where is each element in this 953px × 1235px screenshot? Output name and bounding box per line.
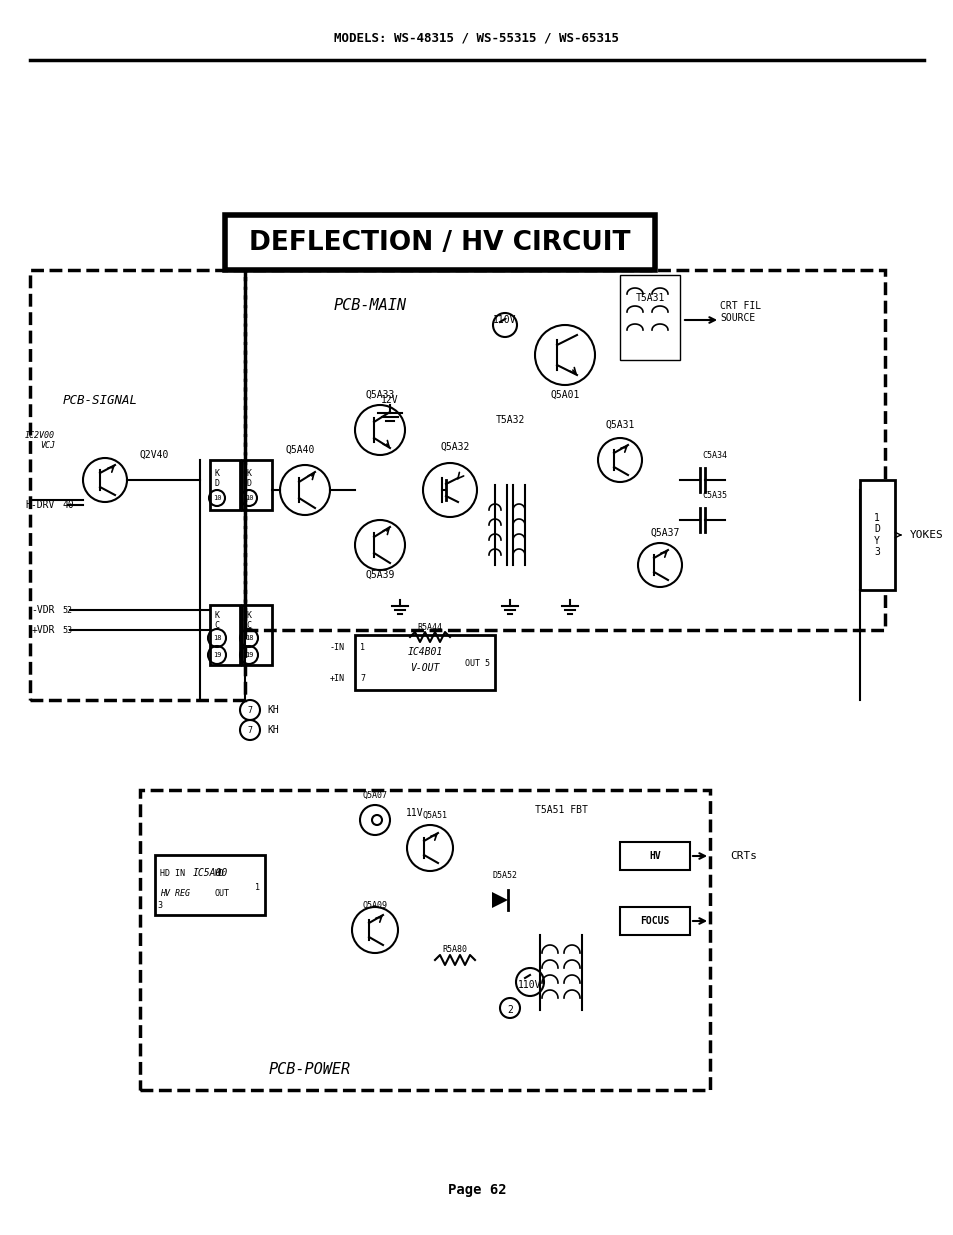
Text: Q5A37: Q5A37 [650,529,679,538]
Text: D: D [214,478,219,488]
Bar [619,906,689,935]
Text: Q5A33: Q5A33 [365,390,395,400]
Text: -VDR: -VDR [31,605,55,615]
Text: K: K [246,468,252,478]
Text: +VDR: +VDR [31,625,55,635]
Text: Q5A31: Q5A31 [604,420,634,430]
Text: Q5A07: Q5A07 [362,790,387,799]
Text: KH: KH [267,725,278,735]
Text: T5A32: T5A32 [495,415,524,425]
Text: V-OUT: V-OUT [410,663,439,673]
Bar [30,270,245,700]
Text: IC5A00: IC5A00 [193,868,228,878]
Text: YOKES: YOKES [909,530,943,540]
Text: Q5A32: Q5A32 [440,442,469,452]
Bar [859,480,894,590]
Polygon shape [492,892,507,908]
Text: K: K [214,468,219,478]
Text: PCB-POWER: PCB-POWER [269,1062,351,1077]
Text: D5A52: D5A52 [492,871,517,879]
Text: 18: 18 [213,635,221,641]
Text: 1: 1 [254,883,260,893]
Text: H-DRV: H-DRV [26,500,55,510]
Text: Q5A09: Q5A09 [362,900,387,909]
Text: 7: 7 [247,705,253,715]
Text: 110V: 110V [493,315,517,325]
Text: VCJ: VCJ [40,441,55,450]
Text: 40: 40 [63,500,74,510]
Text: 110V: 110V [517,981,541,990]
Bar [154,855,265,915]
Text: Q5A39: Q5A39 [365,571,395,580]
Text: C: C [246,620,252,630]
Text: CRT FIL
SOURCE: CRT FIL SOURCE [720,301,760,322]
Text: 19: 19 [213,652,221,658]
Text: Q5A51: Q5A51 [422,810,447,820]
Text: 1: 1 [359,642,365,652]
Bar [242,605,272,664]
Text: 53: 53 [62,625,71,635]
Text: 7: 7 [359,673,365,683]
Text: 12V: 12V [381,395,398,405]
Text: Page 62: Page 62 [447,1183,506,1197]
Text: HD: HD [214,868,225,878]
Text: OUT 5: OUT 5 [464,658,490,667]
Text: 19: 19 [245,652,253,658]
Text: HD IN: HD IN [160,868,185,878]
Bar [619,842,689,869]
Text: K: K [214,610,219,620]
Text: PCB-SIGNAL: PCB-SIGNAL [63,394,137,406]
Bar [619,275,679,359]
Text: DEFLECTION / HV CIRCUIT: DEFLECTION / HV CIRCUIT [249,230,630,256]
Text: D: D [246,478,252,488]
Text: 52: 52 [62,605,71,615]
Text: IC2V00: IC2V00 [25,431,55,440]
Text: Q5A01: Q5A01 [550,390,579,400]
Text: PCB-MAIN: PCB-MAIN [334,298,406,312]
Text: T5A31: T5A31 [635,293,664,303]
Text: 1
D
Y
3: 1 D Y 3 [873,513,879,557]
Bar [242,459,272,510]
Text: C: C [214,620,219,630]
Text: 11V: 11V [406,808,423,818]
Text: R5A44: R5A44 [417,622,442,631]
Text: +IN: +IN [330,673,345,683]
Text: R5A80: R5A80 [442,946,467,955]
Bar [210,459,240,510]
Text: K: K [246,610,252,620]
Bar [140,790,709,1091]
Text: CRTs: CRTs [729,851,757,861]
Text: C5A34: C5A34 [701,451,726,459]
Text: KH: KH [267,705,278,715]
Text: 2: 2 [507,1005,513,1015]
Text: Q5A40: Q5A40 [285,445,314,454]
Text: IC4B01: IC4B01 [407,647,442,657]
Text: 7: 7 [247,725,253,735]
Text: 3: 3 [157,900,162,909]
Text: 10: 10 [213,495,221,501]
Text: T5A51 FBT: T5A51 FBT [534,805,587,815]
Text: 18: 18 [245,635,253,641]
Text: OUT: OUT [214,888,230,898]
Text: Q2V40: Q2V40 [140,450,170,459]
Text: 10: 10 [245,495,253,501]
Bar [225,215,655,270]
Bar [245,270,884,630]
Bar [210,605,240,664]
Text: HV REG: HV REG [160,888,190,898]
Text: C5A35: C5A35 [701,490,726,499]
Text: MODELS: WS-48315 / WS-55315 / WS-65315: MODELS: WS-48315 / WS-55315 / WS-65315 [335,32,618,44]
Text: FOCUS: FOCUS [639,916,669,926]
Text: -IN: -IN [330,642,345,652]
Text: HV: HV [648,851,660,861]
Bar [355,635,495,690]
